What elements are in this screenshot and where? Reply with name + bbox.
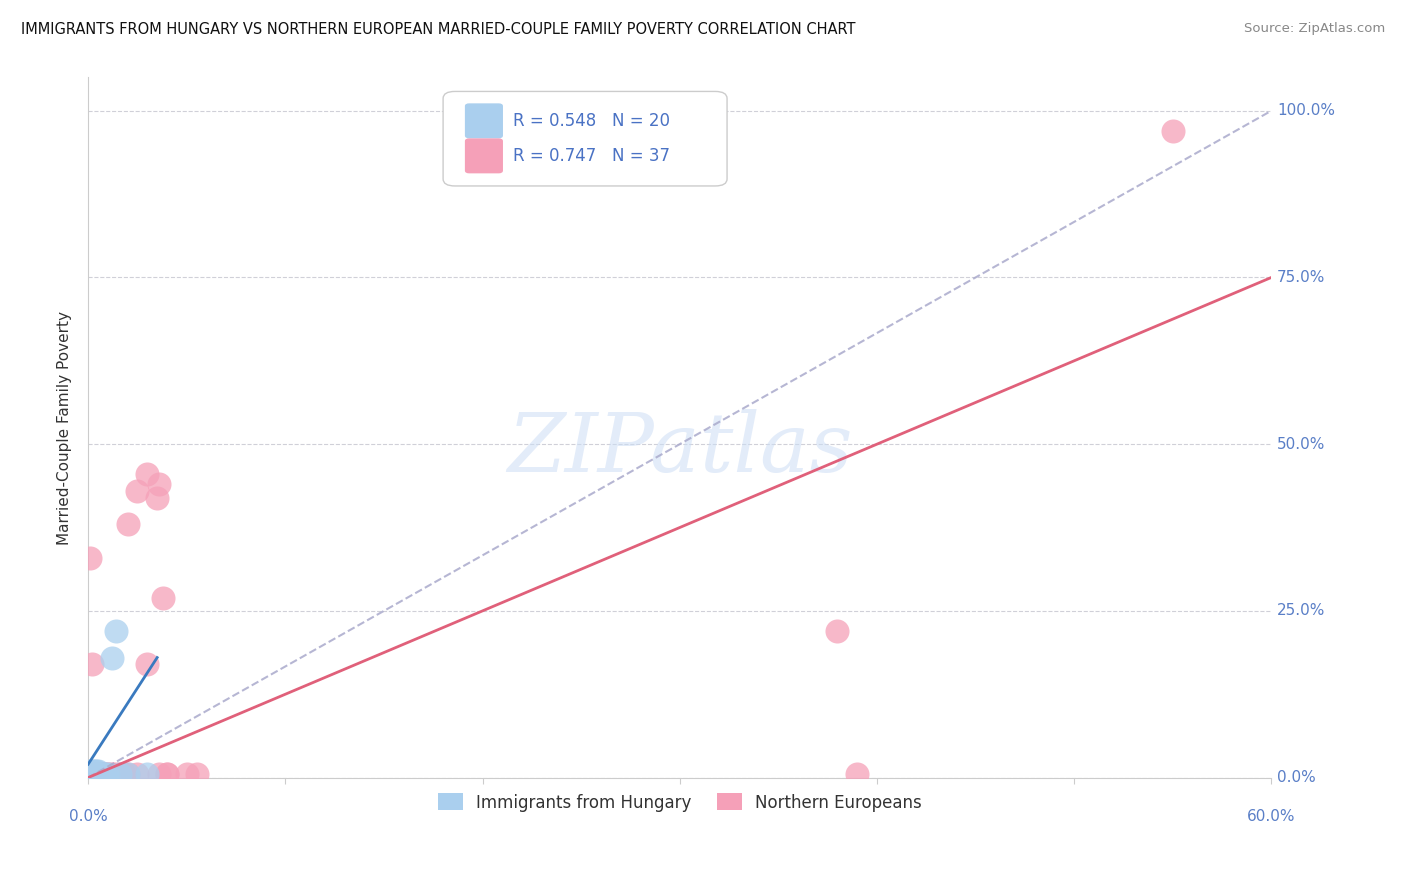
Text: 100.0%: 100.0% (1277, 103, 1336, 119)
Legend: Immigrants from Hungary, Northern Europeans: Immigrants from Hungary, Northern Europe… (432, 787, 928, 818)
Point (146, 491, 169, 505)
Point (117, 767, 139, 781)
Point (103, 767, 125, 781)
FancyBboxPatch shape (465, 139, 502, 173)
Point (104, 624, 127, 638)
Point (84, 764, 107, 778)
Point (93, 767, 115, 781)
Point (97, 767, 120, 781)
Text: 0.0%: 0.0% (69, 809, 107, 824)
Point (87, 764, 110, 778)
Point (82, 764, 104, 778)
Point (176, 767, 198, 781)
Point (79, 767, 101, 781)
Point (148, 767, 170, 781)
FancyBboxPatch shape (443, 92, 727, 186)
Point (108, 767, 131, 781)
Point (101, 767, 124, 781)
FancyBboxPatch shape (465, 104, 502, 137)
Point (84, 767, 107, 781)
Point (152, 591, 174, 605)
Point (82, 767, 104, 781)
Point (136, 467, 159, 482)
Point (1161, 124, 1184, 138)
Point (136, 767, 159, 781)
Text: IMMIGRANTS FROM HUNGARY VS NORTHERN EUROPEAN MARRIED-COUPLE FAMILY POVERTY CORRE: IMMIGRANTS FROM HUNGARY VS NORTHERN EURO… (21, 22, 856, 37)
Text: 75.0%: 75.0% (1277, 270, 1326, 285)
Point (186, 767, 208, 781)
Point (127, 767, 149, 781)
Point (79, 767, 101, 781)
Text: ZIPatlas: ZIPatlas (508, 409, 852, 489)
Point (82, 657, 104, 672)
Point (89, 767, 111, 781)
Point (108, 767, 131, 781)
Point (846, 767, 869, 781)
Point (117, 767, 139, 781)
Point (82, 767, 104, 781)
Point (112, 767, 135, 781)
Text: R = 0.747   N = 37: R = 0.747 N = 37 (513, 147, 669, 165)
Point (156, 767, 179, 781)
Point (83, 764, 105, 778)
Point (94, 767, 117, 781)
Text: R = 0.548   N = 20: R = 0.548 N = 20 (513, 112, 669, 130)
Point (87, 767, 110, 781)
Text: Source: ZipAtlas.com: Source: ZipAtlas.com (1244, 22, 1385, 36)
Point (89, 767, 111, 781)
Point (136, 657, 159, 672)
Point (91, 767, 114, 781)
Text: 60.0%: 60.0% (1247, 809, 1295, 824)
Point (87, 767, 110, 781)
Point (107, 767, 129, 781)
Point (93, 767, 115, 781)
Point (87, 767, 110, 781)
Point (84, 767, 107, 781)
Text: 25.0%: 25.0% (1277, 603, 1326, 618)
Point (101, 650, 124, 665)
Point (93, 767, 115, 781)
Point (827, 624, 849, 638)
Text: 50.0%: 50.0% (1277, 437, 1326, 451)
Point (127, 483, 149, 498)
Text: 0.0%: 0.0% (1277, 770, 1316, 785)
Point (83, 767, 105, 781)
Point (79, 764, 101, 778)
Point (83, 767, 105, 781)
Point (83, 767, 105, 781)
Point (148, 477, 170, 491)
Point (79, 550, 101, 565)
Point (97, 767, 120, 781)
Point (156, 767, 179, 781)
Point (97, 767, 120, 781)
Point (91, 767, 114, 781)
Y-axis label: Married-Couple Family Poverty: Married-Couple Family Poverty (58, 310, 72, 544)
Point (117, 517, 139, 532)
